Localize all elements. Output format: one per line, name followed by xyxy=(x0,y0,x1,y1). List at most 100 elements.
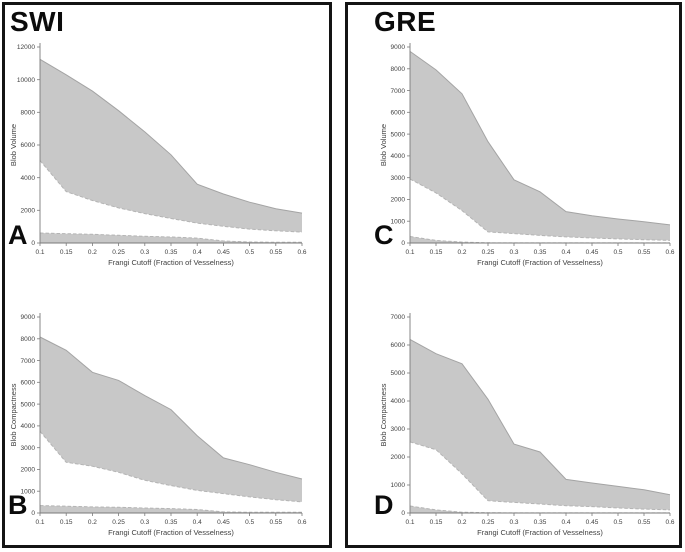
svg-text:0.35: 0.35 xyxy=(165,519,178,526)
svg-text:0.15: 0.15 xyxy=(60,249,73,256)
svg-text:2000: 2000 xyxy=(21,208,36,215)
svg-text:6000: 6000 xyxy=(391,342,406,349)
svg-text:0.6: 0.6 xyxy=(665,249,674,256)
svg-text:6000: 6000 xyxy=(21,380,36,387)
svg-text:7000: 7000 xyxy=(391,314,406,321)
chart-gre-blob-volume: 0 1000 2000 3000 4000 5000 6000 7000 8000 9000 0.1… xyxy=(348,5,679,276)
svg-text:0.6: 0.6 xyxy=(665,519,674,526)
gre-panel: 0 1000 2000 3000 4000 5000 6000 7000 8000 9000 0.1… xyxy=(345,2,682,548)
svg-text:7000: 7000 xyxy=(21,358,36,365)
svg-text:0.5: 0.5 xyxy=(613,249,622,256)
svg-text:1000: 1000 xyxy=(391,218,406,225)
svg-text:0.45: 0.45 xyxy=(586,519,599,526)
chart-swi-blob-compactness: 0 1000 2000 3000 4000 5000 6000 7000 8000 9000 0.1… xyxy=(5,275,329,546)
svg-text:9000: 9000 xyxy=(21,314,36,321)
svg-text:0.55: 0.55 xyxy=(269,249,282,256)
svg-text:2000: 2000 xyxy=(391,197,406,204)
upper-envelope-line xyxy=(409,338,671,496)
y-axis: 0 1000 2000 3000 4000 5000 6000 7000 xyxy=(391,313,411,517)
svg-text:0: 0 xyxy=(31,240,35,247)
svg-text:0.45: 0.45 xyxy=(217,519,230,526)
chart-gre-blob-compactness: 0 1000 2000 3000 4000 5000 6000 7000 0.1 0.15 0.2 0… xyxy=(348,275,679,546)
x-axis: 0.1 0.15 0.2 0.25 0.3 0.35 0.4 0.45 0.5 0.55 0.6 xyxy=(35,512,307,526)
svg-text:3000: 3000 xyxy=(21,445,36,452)
svg-text:0.25: 0.25 xyxy=(482,249,495,256)
svg-text:0.55: 0.55 xyxy=(638,519,651,526)
y-axis: 0 1000 2000 3000 4000 5000 6000 7000 8000 9000 xyxy=(391,43,411,247)
svg-text:8000: 8000 xyxy=(21,336,36,343)
svg-text:6000: 6000 xyxy=(391,110,406,117)
svg-text:0.25: 0.25 xyxy=(112,519,125,526)
lower-envelope-line xyxy=(39,160,303,233)
band-main xyxy=(40,59,302,233)
svg-text:0.2: 0.2 xyxy=(457,519,466,526)
svg-text:5000: 5000 xyxy=(391,131,406,138)
svg-text:2000: 2000 xyxy=(21,467,36,474)
y-axis-label: Blob Volume xyxy=(379,124,388,166)
svg-text:0.15: 0.15 xyxy=(60,519,73,526)
band-baseline xyxy=(39,505,302,513)
svg-text:0.4: 0.4 xyxy=(561,249,570,256)
svg-text:0.45: 0.45 xyxy=(217,249,230,256)
upper-envelope-line xyxy=(409,50,671,226)
y-axis-label: Blob Compactness xyxy=(379,383,388,446)
svg-text:0.25: 0.25 xyxy=(112,249,125,256)
chart-svg: 0 2000 4000 6000 8000 10000 12000 0.1 0.15 0.2 0.2… xyxy=(9,43,307,267)
lower-envelope-line xyxy=(39,430,303,503)
svg-text:0.45: 0.45 xyxy=(586,249,599,256)
y-axis-label: Blob Volume xyxy=(9,124,18,166)
y-axis: 0 2000 4000 6000 8000 10000 12000 xyxy=(17,43,41,247)
y-axis-label: Blob Compactness xyxy=(9,383,18,446)
swi-panel-title: SWI xyxy=(10,6,65,37)
svg-text:0: 0 xyxy=(401,240,405,247)
svg-text:0.1: 0.1 xyxy=(35,519,44,526)
x-axis: 0.1 0.15 0.2 0.25 0.3 0.35 0.4 0.45 0.5 0.55 0.6 xyxy=(405,512,675,526)
chart-svg: 0 1000 2000 3000 4000 5000 6000 7000 8000 9000 0.1… xyxy=(379,43,675,267)
svg-text:0.5: 0.5 xyxy=(245,249,254,256)
svg-text:0.3: 0.3 xyxy=(140,249,149,256)
svg-text:8000: 8000 xyxy=(391,66,406,73)
svg-text:8000: 8000 xyxy=(21,110,36,117)
svg-text:0.6: 0.6 xyxy=(297,519,306,526)
svg-text:0.15: 0.15 xyxy=(430,519,443,526)
x-axis-label: Frangi Cutoff (Fraction of Vesselness) xyxy=(108,528,234,537)
svg-text:0.35: 0.35 xyxy=(534,249,547,256)
svg-text:0.2: 0.2 xyxy=(88,249,97,256)
svg-text:10000: 10000 xyxy=(17,77,35,84)
svg-text:7000: 7000 xyxy=(391,88,406,95)
svg-text:0.2: 0.2 xyxy=(88,519,97,526)
band-main xyxy=(410,339,670,510)
svg-text:6000: 6000 xyxy=(21,142,36,149)
svg-text:0.15: 0.15 xyxy=(430,249,443,256)
svg-text:12000: 12000 xyxy=(17,44,35,51)
svg-text:0.35: 0.35 xyxy=(534,519,547,526)
svg-text:5000: 5000 xyxy=(21,401,36,408)
svg-text:3000: 3000 xyxy=(391,175,406,182)
svg-text:0.2: 0.2 xyxy=(457,249,466,256)
svg-text:2000: 2000 xyxy=(391,454,406,461)
chart-svg: 0 1000 2000 3000 4000 5000 6000 7000 8000 9000 0.1… xyxy=(9,313,307,537)
svg-text:0.4: 0.4 xyxy=(193,249,202,256)
svg-text:0.1: 0.1 xyxy=(35,249,44,256)
x-axis-label: Frangi Cutoff (Fraction of Vesselness) xyxy=(477,258,603,267)
svg-text:1000: 1000 xyxy=(391,482,406,489)
x-axis: 0.1 0.15 0.2 0.25 0.3 0.35 0.4 0.45 0.5 0.55 0.6 xyxy=(35,242,307,256)
upper-envelope-line xyxy=(39,58,303,214)
svg-text:0.3: 0.3 xyxy=(509,249,518,256)
svg-text:0.3: 0.3 xyxy=(140,519,149,526)
y-axis: 0 1000 2000 3000 4000 5000 6000 7000 8000 9000 xyxy=(21,313,41,517)
svg-text:0.25: 0.25 xyxy=(482,519,495,526)
lower-envelope-line xyxy=(409,441,671,511)
swi-panel: 0 2000 4000 6000 8000 10000 12000 0.1 0.15 0.2 0.2… xyxy=(2,2,332,548)
svg-text:0.5: 0.5 xyxy=(245,519,254,526)
svg-text:1000: 1000 xyxy=(21,488,36,495)
svg-text:5000: 5000 xyxy=(391,370,406,377)
svg-text:4000: 4000 xyxy=(391,398,406,405)
gre-panel-title: GRE xyxy=(374,6,437,37)
svg-text:3000: 3000 xyxy=(391,426,406,433)
x-axis: 0.1 0.15 0.2 0.25 0.3 0.35 0.4 0.45 0.5 0.55 0.6 xyxy=(405,242,675,256)
svg-text:0: 0 xyxy=(401,510,405,517)
svg-text:0.1: 0.1 xyxy=(405,249,414,256)
svg-text:0.55: 0.55 xyxy=(269,519,282,526)
